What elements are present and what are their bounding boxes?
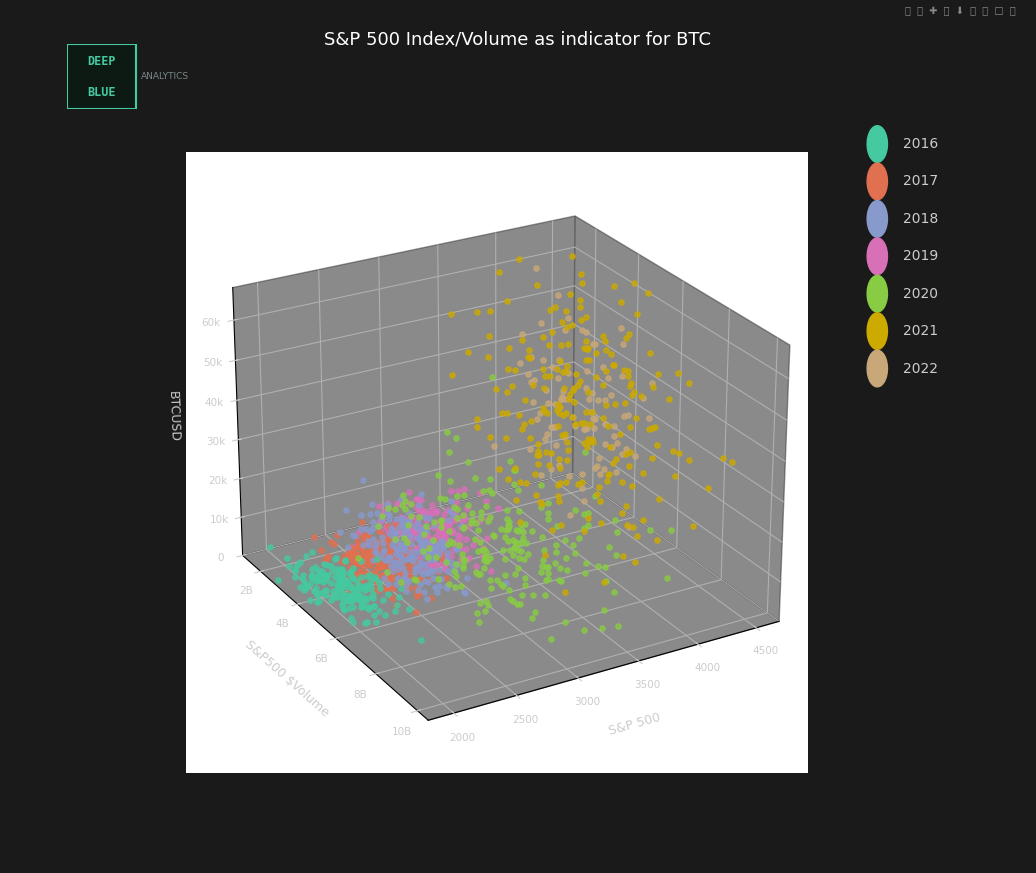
Y-axis label: S&P500 $Volume: S&P500 $Volume [242,638,332,719]
Circle shape [867,313,888,349]
Text: 2020: 2020 [903,286,939,300]
Circle shape [867,238,888,275]
Text: S&P 500 Index/Volume as indicator for BTC: S&P 500 Index/Volume as indicator for BT… [324,31,712,49]
X-axis label: S&P 500: S&P 500 [608,711,662,739]
Bar [67,44,137,109]
Text: 2016: 2016 [903,137,939,151]
Text: 2021: 2021 [903,324,939,338]
Text: 2019: 2019 [903,250,939,264]
Text: 2017: 2017 [903,175,939,189]
Circle shape [867,350,888,387]
Text: BLUE: BLUE [88,86,116,100]
Circle shape [867,275,888,312]
Circle shape [867,126,888,162]
Text: 📷  🔍  ✚  🔄  ⬇  🏠  🎥  □  📊: 📷 🔍 ✚ 🔄 ⬇ 🏠 🎥 □ 📊 [904,6,1015,16]
Text: DEEP: DEEP [88,56,116,68]
Text: 2018: 2018 [903,212,939,226]
Text: ANALYTICS: ANALYTICS [141,72,190,81]
Circle shape [867,201,888,237]
Text: 2022: 2022 [903,361,939,375]
Circle shape [867,163,888,200]
